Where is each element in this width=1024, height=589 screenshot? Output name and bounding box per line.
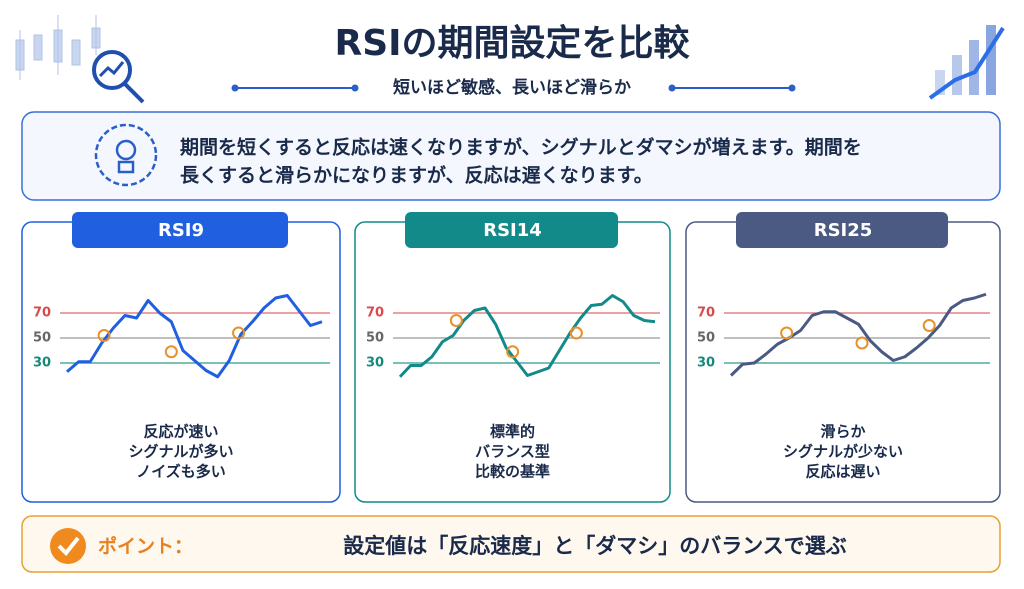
dot [351,84,359,92]
search-icon [92,50,145,104]
chart-note: 反応は遅い [805,463,880,481]
rsi-line [398,294,656,378]
check-icon [50,528,86,564]
y-tick-label: 30 [33,356,51,371]
chart-title: RSI14 [483,220,542,241]
signal-point [164,345,178,359]
chart-note: 標準的 [490,423,535,441]
signal-point [232,326,246,340]
subtitle: 短いほど敏感、長いほど滑らか [393,77,631,98]
signal-point [97,329,111,342]
chart-note: シグナルが少ない [783,443,903,461]
signal-point [855,336,869,350]
y-tick-label: 30 [366,356,384,371]
rsi-line [729,292,987,377]
y-tick-label: 70 [33,306,51,321]
y-tick-label: 70 [697,306,715,321]
y-tick-label: 50 [366,331,384,346]
footer-box [21,515,1001,573]
chart-note: バランス型 [475,443,550,461]
signal-point [506,345,520,359]
chart-note: シグナルが多い [128,443,233,461]
signal-point [780,326,794,340]
y-tick-label: 30 [697,356,715,371]
chart-note: 比較の基準 [475,463,550,481]
gauge-icon [94,123,158,187]
intro-text: 期間を短くすると反応は速くなりますが、シグナルとダマシが増えます。期間を [180,136,862,159]
footer-label: ポイント： [98,535,193,558]
y-tick-label: 70 [366,306,384,321]
check-mark [57,536,80,556]
dot [788,84,796,92]
intro-text: 長くすると滑らかになりますが、反応は遅くなります。 [180,164,653,187]
signal-point [569,326,583,340]
growth-icon [928,25,1005,100]
chart-title: RSI25 [814,220,873,241]
intro-box [21,111,1001,201]
chart-note: ノイズも多い [136,463,226,481]
signal-point [922,319,936,332]
y-tick-label: 50 [697,331,715,346]
footer-message: 設定値は「反応速度」と「ダマシ」のバランスで選ぶ [343,534,847,558]
chart-tab [736,212,948,248]
dot [668,84,676,92]
y-tick-label: 50 [33,331,51,346]
title: RSIの期間設定を比較 [334,23,690,64]
chart-title: RSI9 [158,220,204,241]
dot [231,84,239,92]
chart-tab [405,212,618,248]
signal-point [449,314,463,327]
chart-tab [72,212,288,248]
chart-note: 滑らか [820,423,865,441]
candle-icon [15,15,101,80]
chart-note: 反応が速い [143,423,218,441]
